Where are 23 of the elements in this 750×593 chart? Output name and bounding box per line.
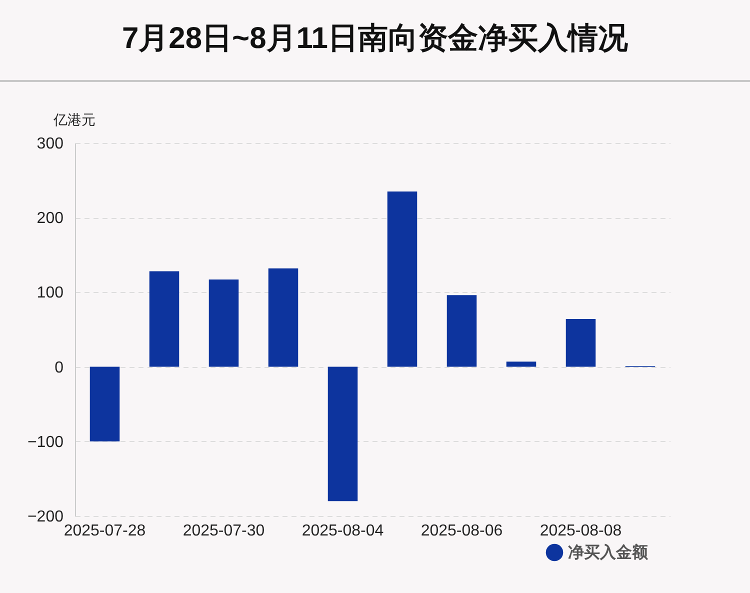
- x-tick-label: 2025-08-08: [540, 522, 622, 540]
- bar: [328, 366, 358, 502]
- y-tick-label: 100: [36, 284, 64, 302]
- y-tick-label: −100: [27, 434, 64, 451]
- x-tick-label: 2025-07-28: [64, 522, 146, 540]
- bar: [208, 280, 239, 367]
- x-tick-label: 2025-07-30: [182, 522, 265, 540]
- chart-title: 7月28日~8月11日南向资金净买入情况: [0, 0, 750, 82]
- y-tick-label: 200: [36, 210, 64, 228]
- x-tick-label: 2025-08-04: [302, 522, 384, 540]
- bar: [387, 191, 418, 367]
- legend-label: 净买入金额: [568, 544, 649, 562]
- bar: [268, 268, 298, 367]
- bar: [149, 271, 180, 367]
- y-tick-label: 300: [36, 136, 64, 152]
- bar: [446, 295, 477, 367]
- bar: [90, 366, 120, 442]
- bar: [506, 362, 536, 367]
- y-tick-label: 0: [54, 359, 64, 376]
- y-tick-label: −200: [27, 508, 64, 526]
- y-axis-title: 亿港元: [52, 112, 96, 128]
- x-tick-label: 2025-08-06: [420, 522, 503, 540]
- bar: [566, 319, 596, 367]
